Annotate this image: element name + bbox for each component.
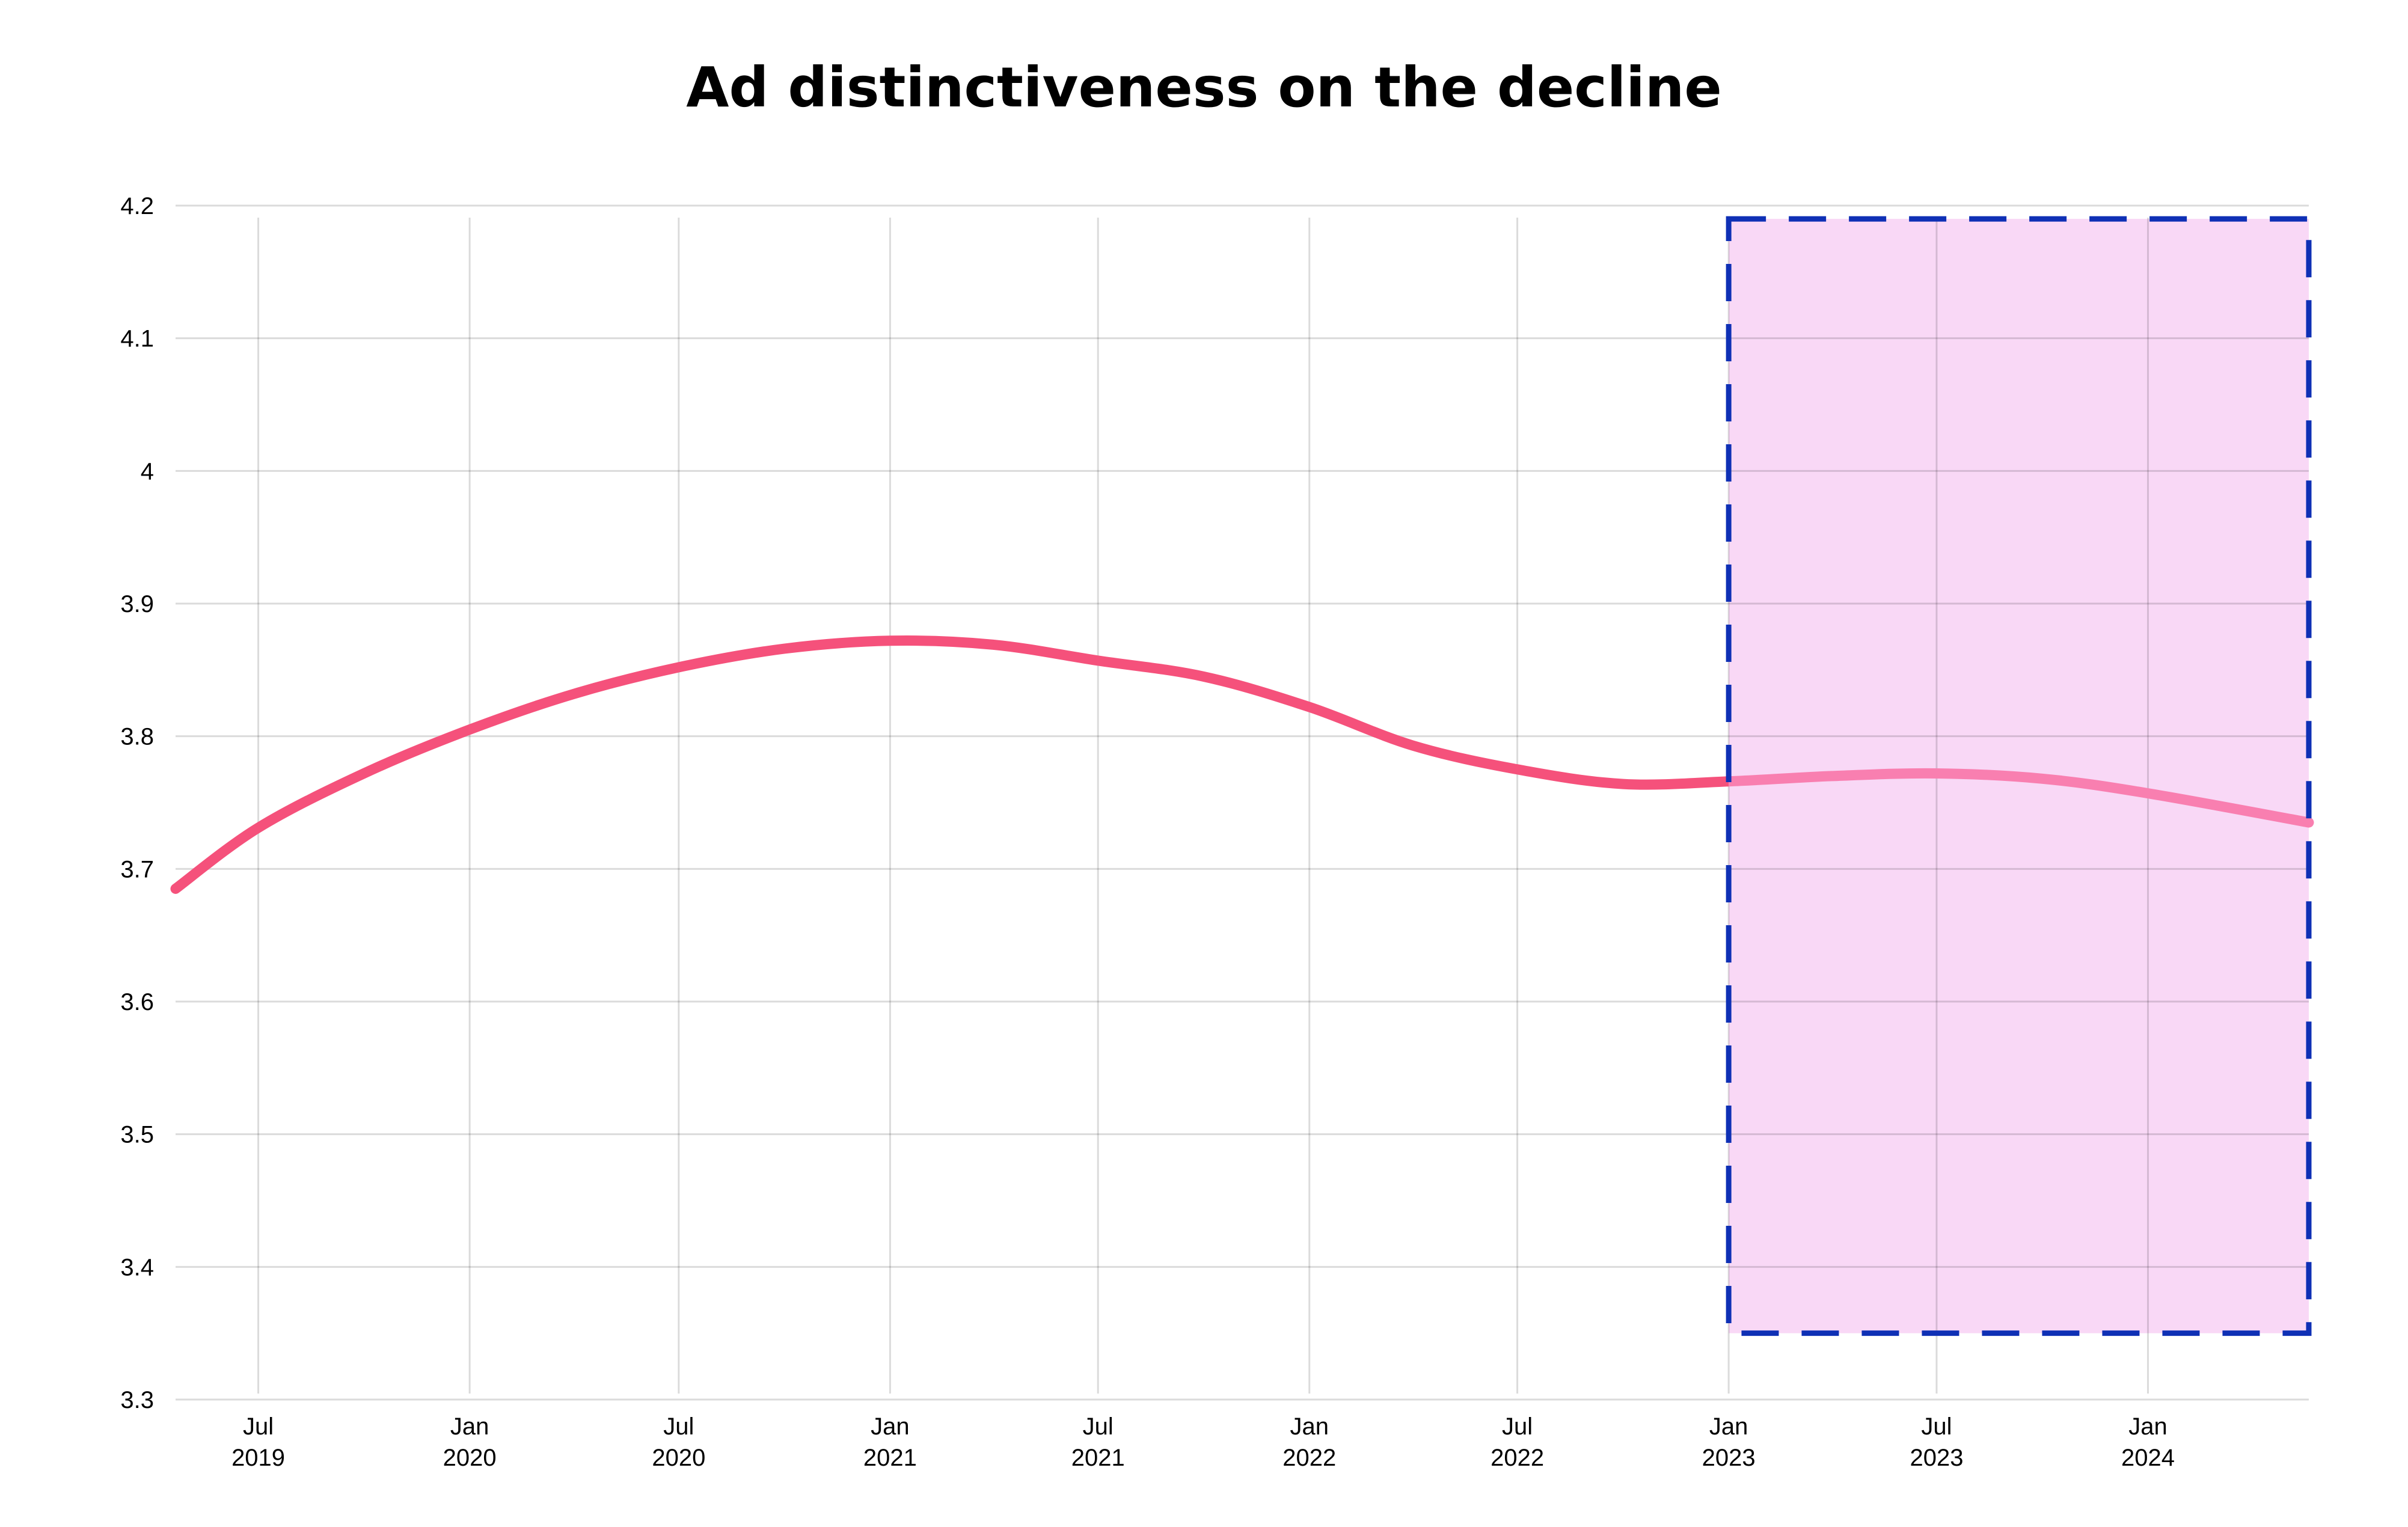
y-tick-label-3: 3.6 [120, 989, 154, 1015]
x-tick-year-1: 2020 [443, 1445, 497, 1471]
y-axis: 3.3 3.4 3.5 3.6 3.7 3.8 3.9 4 4.1 4.2 [120, 193, 154, 1413]
y-tick-label-9: 4.2 [120, 193, 154, 219]
highlight-region-border [1726, 216, 2312, 1336]
series-line-0 [170, 635, 1729, 894]
y-tick-label-2: 3.5 [120, 1122, 154, 1148]
x-tick-year-3: 2021 [863, 1445, 917, 1471]
x-tick-month-6: Jul [1502, 1413, 1533, 1440]
x-tick-year-4: 2021 [1071, 1445, 1125, 1471]
x-tick-month-1: Jan [450, 1413, 489, 1440]
highlight-border-layer [1726, 216, 2312, 1336]
gridlines [176, 204, 2309, 1401]
series-line-layer [170, 635, 2314, 894]
x-tick-month-8: Jul [1921, 1413, 1952, 1440]
series-line-highlighted-0 [1729, 768, 2314, 828]
x-tick-year-2: 2020 [652, 1445, 705, 1471]
x-tick-month-0: Jul [243, 1413, 274, 1440]
chart-title: Ad distinctiveness on the decline [686, 55, 1722, 120]
x-tick-month-9: Jan [2128, 1413, 2168, 1440]
x-tick-month-3: Jan [871, 1413, 910, 1440]
x-tick-month-4: Jul [1083, 1413, 1114, 1440]
x-tick-month-2: Jul [663, 1413, 694, 1440]
x-axis: Jul 2019 Jan 2020 Jul 2020 Jan 2021 Jul 2021 Jan 20… [231, 1413, 2175, 1471]
y-tick-label-6: 3.9 [120, 591, 154, 617]
y-tick-label-4: 3.7 [120, 856, 154, 883]
y-tick-label-7: 4 [141, 458, 154, 485]
y-tick-label-8: 4.1 [120, 326, 154, 352]
x-tick-month-7: Jan [1709, 1413, 1748, 1440]
x-tick-year-9: 2024 [2121, 1445, 2175, 1471]
y-tick-label-1: 3.4 [120, 1254, 154, 1281]
x-tick-year-8: 2023 [1910, 1445, 1963, 1471]
x-tick-year-7: 2023 [1702, 1445, 1756, 1471]
x-tick-year-0: 2019 [231, 1445, 285, 1471]
x-tick-year-5: 2022 [1282, 1445, 1336, 1471]
x-tick-year-6: 2022 [1490, 1445, 1544, 1471]
x-tick-month-5: Jan [1290, 1413, 1329, 1440]
y-tick-label-0: 3.3 [120, 1387, 154, 1413]
y-tick-label-5: 3.8 [120, 724, 154, 750]
